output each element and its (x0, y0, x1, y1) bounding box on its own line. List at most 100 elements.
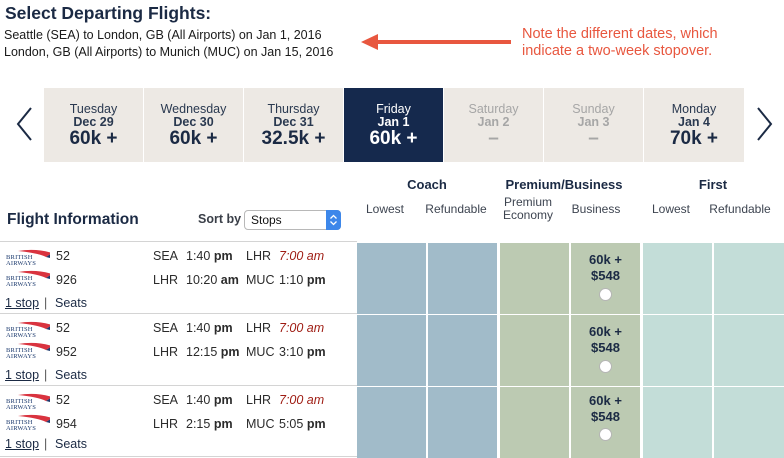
date-label: Jan 1 (377, 115, 410, 129)
flight-number: 952 (56, 345, 77, 359)
arrival-time: 5:05 pm (279, 417, 326, 431)
date-label: Dec 29 (73, 115, 114, 129)
stops-link[interactable]: 1 stop (5, 296, 40, 310)
logo-text: BRITISH (6, 275, 33, 282)
route-outbound: Seattle (SEA) to London, GB (All Airport… (4, 28, 322, 42)
separator: | (44, 368, 48, 382)
day-of-week: Monday (671, 102, 717, 116)
logo-text: AIRWAYS (6, 332, 37, 339)
column-premium-economy: Premium Economy (497, 196, 559, 222)
fare-business[interactable]: 60k + $548 (571, 387, 640, 458)
separator: | (44, 437, 48, 451)
fare-select-radio[interactable] (599, 288, 612, 301)
date-tile-dec-29[interactable]: Tuesday Dec 29 60k + (44, 88, 144, 162)
premium-label-line-1: Premium (503, 195, 552, 209)
logo-text: BRITISH (6, 398, 33, 405)
fare-miles: 60k + (589, 393, 622, 408)
day-of-week: Wednesday (160, 102, 227, 116)
route-onward: London, GB (All Airports) to Munich (MUC… (4, 45, 334, 59)
departure-time: 1:40 pm (186, 249, 233, 263)
fare-premium-economy (500, 387, 569, 458)
arrival-time: 3:10 pm (279, 345, 326, 359)
date-tile-jan-2[interactable]: Saturday Jan 2 – (444, 88, 544, 162)
fare-first-lowest (643, 387, 712, 458)
date-price: – (588, 128, 599, 149)
date-tile-dec-31[interactable]: Thursday Dec 31 32.5k + (244, 88, 344, 162)
departure-time: 10:20 am (186, 273, 239, 287)
flight-row-1: BRITISH AIRWAYS 52 BRITISH AIRWAYS 926 S… (0, 243, 784, 314)
arrival-airport: MUC (246, 273, 275, 287)
flight-row-3: BRITISH AIRWAYS 52 BRITISH AIRWAYS 954 S… (0, 387, 784, 458)
arrival-time: 1:10 pm (279, 273, 326, 287)
column-first-lowest: Lowest (651, 202, 691, 216)
date-label: Jan 2 (477, 115, 510, 129)
row-divider (0, 456, 357, 457)
fare-coach-refundable (428, 387, 497, 458)
logo-text: AIRWAYS (6, 353, 37, 360)
chevron-left-icon[interactable] (15, 106, 35, 142)
date-price: 60k + (69, 128, 118, 149)
stops-link[interactable]: 1 stop (5, 437, 40, 451)
logo-text: BRITISH (6, 254, 33, 261)
fare-first-refundable (714, 387, 784, 458)
fare-select-radio[interactable] (599, 428, 612, 441)
day-of-week: Friday (376, 102, 411, 116)
fare-premium-economy (500, 315, 569, 386)
fare-select-radio[interactable] (599, 360, 612, 373)
annotation-note: Note the different dates, which indicate… (522, 26, 718, 60)
fare-first-lowest (643, 315, 712, 386)
fare-cash: $548 (591, 340, 620, 355)
sort-selected-value: Stops (251, 213, 282, 227)
british-airways-logo-icon: BRITISH AIRWAYS (6, 414, 50, 432)
british-airways-logo-icon: BRITISH AIRWAYS (6, 342, 50, 360)
british-airways-logo-icon: BRITISH AIRWAYS (6, 393, 50, 411)
column-group-coach: Coach (407, 177, 447, 192)
fare-cash: $548 (591, 268, 620, 283)
arrival-airport: LHR (246, 249, 272, 263)
flight-number: 52 (56, 393, 70, 407)
date-price: 70k + (669, 128, 719, 149)
fare-coach-lowest (357, 315, 426, 386)
logo-text: AIRWAYS (6, 281, 37, 288)
date-tile-jan-4[interactable]: Monday Jan 4 70k + (644, 88, 744, 162)
departure-airport: LHR (153, 417, 179, 431)
british-airways-logo-icon: BRITISH AIRWAYS (6, 249, 50, 267)
column-group-premium-business: Premium/Business (505, 177, 623, 192)
annotation-line-2: indicate a two-week stopover. (522, 43, 713, 59)
seats-link[interactable]: Seats (55, 296, 87, 310)
seats-link[interactable]: Seats (55, 437, 87, 451)
fare-business[interactable]: 60k + $548 (571, 243, 640, 314)
seats-link[interactable]: Seats (55, 368, 87, 382)
sort-by-select[interactable]: Stops (244, 210, 341, 230)
date-tile-jan-3[interactable]: Sunday Jan 3 – (544, 88, 644, 162)
arrival-airport: MUC (246, 345, 275, 359)
departure-time: 12:15 pm (186, 345, 240, 359)
date-label: Jan 3 (577, 115, 610, 129)
arrival-airport: MUC (246, 417, 275, 431)
fare-first-refundable (714, 243, 784, 314)
day-of-week: Tuesday (69, 102, 118, 116)
arrival-time-next-day: 7:00 am (279, 393, 325, 407)
date-tile-dec-30[interactable]: Wednesday Dec 30 60k + (144, 88, 244, 162)
column-coach-lowest: Lowest (365, 202, 405, 216)
departure-time: 2:15 pm (186, 417, 233, 431)
fare-business[interactable]: 60k + $548 (571, 315, 640, 386)
flight-number: 926 (56, 273, 77, 287)
chevron-right-icon[interactable] (754, 106, 774, 142)
date-label: Jan 4 (678, 115, 710, 129)
date-tile-jan-1-selected[interactable]: Friday Jan 1 60k + (344, 88, 444, 162)
flight-information-heading: Flight Information (7, 211, 139, 228)
departure-airport: SEA (153, 249, 179, 263)
departure-time: 1:40 pm (186, 321, 233, 335)
select-stepper-icon (326, 210, 341, 230)
fare-coach-lowest (357, 243, 426, 314)
stops-link[interactable]: 1 stop (5, 368, 40, 382)
departure-airport: SEA (153, 321, 179, 335)
flight-row-2: BRITISH AIRWAYS 52 BRITISH AIRWAYS 952 S… (0, 315, 784, 386)
annotation-arrow-icon (361, 34, 511, 50)
date-label: Dec 30 (173, 115, 214, 129)
separator: | (44, 296, 48, 310)
date-price: – (488, 128, 499, 149)
flight-number: 954 (56, 417, 77, 431)
logo-text: AIRWAYS (6, 404, 37, 411)
